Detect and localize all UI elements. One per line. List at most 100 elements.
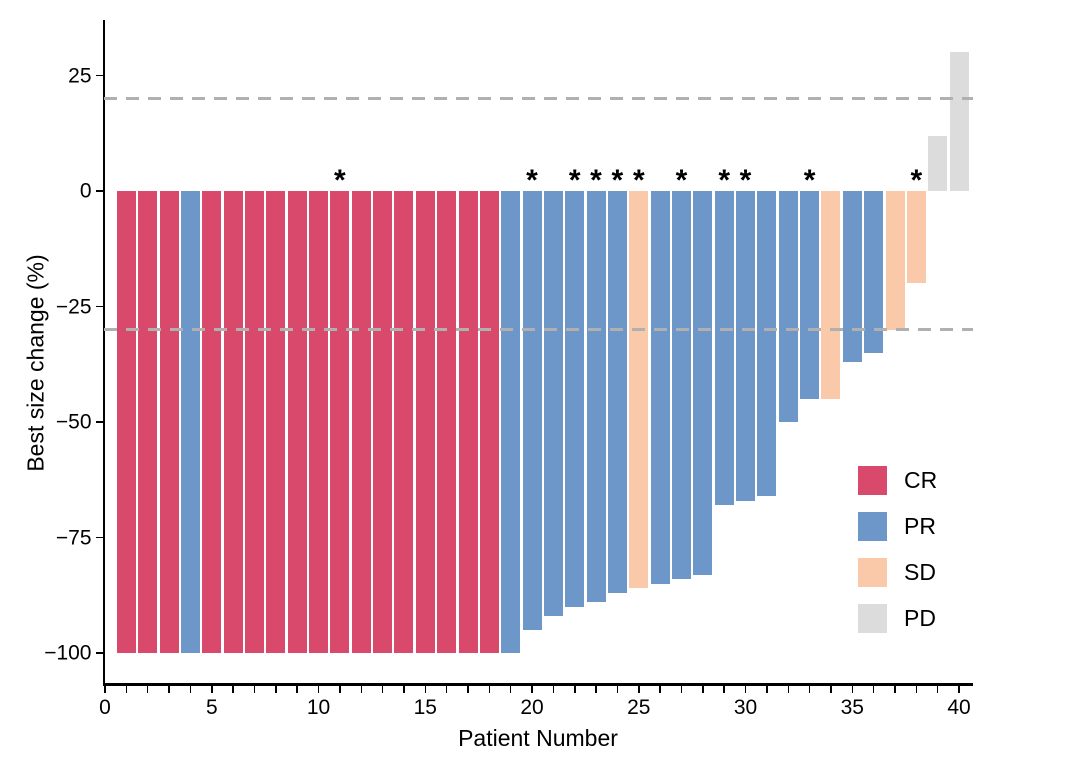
legend-row-sd: SD	[858, 558, 936, 587]
significance-asterisk-patient-38: *	[910, 164, 923, 197]
x-tick-26	[659, 685, 661, 693]
y-tick-label-0: 0	[79, 179, 92, 203]
x-axis-line	[102, 683, 973, 686]
x-tick-27	[680, 685, 683, 693]
bar-patient-21	[543, 191, 563, 616]
x-tick-21	[552, 685, 555, 693]
reference-line-lower-threshold	[104, 328, 973, 332]
x-tick-12	[360, 685, 362, 693]
x-tick-31	[766, 685, 768, 693]
legend-label-sd: SD	[904, 559, 936, 585]
x-tick-20	[531, 685, 533, 693]
y-axis-title: Best size change (%)	[22, 254, 49, 472]
x-tick-label-30: 30	[733, 696, 758, 719]
bar-patient-33	[800, 191, 820, 399]
bar-patient-17	[458, 191, 478, 653]
legend: CR PR SD PD	[858, 466, 1018, 650]
bar-patient-25	[629, 191, 649, 589]
significance-asterisk-patient-29: *	[718, 164, 731, 197]
bar-patient-19	[501, 191, 521, 653]
significance-asterisk-patient-11: *	[334, 164, 346, 197]
x-tick-label-5: 5	[205, 696, 218, 719]
bar-patient-1	[116, 191, 136, 653]
bar-patient-23	[586, 191, 606, 603]
bar-patient-31	[757, 191, 777, 496]
y-tick-0	[95, 190, 103, 192]
bar-patient-40	[949, 52, 969, 191]
x-tick-34	[830, 685, 832, 693]
bar-patient-38	[906, 191, 926, 284]
x-tick-label-25: 25	[627, 696, 651, 719]
legend-swatch-pd	[858, 604, 887, 633]
bar-patient-32	[778, 191, 798, 422]
bar-patient-37	[885, 191, 905, 330]
x-tick-36	[872, 685, 875, 693]
x-tick-6	[232, 685, 234, 693]
legend-swatch-pr	[858, 512, 887, 541]
x-tick-8	[275, 685, 277, 693]
bar-patient-5	[202, 191, 222, 653]
x-tick-28	[702, 685, 704, 693]
bar-patient-22	[565, 191, 585, 607]
bar-patient-13	[373, 191, 393, 653]
bar-patient-18	[479, 191, 499, 653]
significance-asterisk-patient-33: *	[803, 164, 816, 197]
bar-patient-4	[180, 191, 200, 653]
y-tick--50	[95, 421, 103, 423]
bar-patient-3	[159, 191, 179, 653]
bar-patient-6	[223, 191, 243, 653]
x-tick-32	[787, 685, 789, 693]
x-tick-18	[488, 685, 491, 693]
x-tick-33	[808, 685, 811, 693]
x-tick-24	[616, 685, 619, 693]
legend-label-pr: PR	[904, 513, 936, 539]
bar-patient-39	[928, 135, 948, 191]
y-tick--25	[95, 305, 103, 308]
bar-patient-30	[736, 191, 755, 501]
legend-label-pd: PD	[904, 605, 936, 631]
x-tick-29	[723, 685, 725, 693]
bar-patient-8	[266, 191, 286, 653]
legend-swatch-cr	[858, 466, 887, 495]
x-tick-14	[403, 685, 405, 693]
y-tick-label--50: −50	[55, 410, 92, 434]
bar-patient-34	[821, 191, 841, 399]
x-tick-2	[146, 685, 149, 693]
bar-patient-7	[245, 191, 264, 653]
reference-line-upper-threshold	[104, 97, 973, 101]
y-tick-label--100: −100	[44, 641, 92, 665]
x-tick-label-40: 40	[947, 696, 971, 719]
x-axis-title: Patient Number	[458, 725, 618, 751]
bar-patient-9	[287, 191, 307, 653]
bar-patient-14	[394, 191, 414, 653]
x-tick-22	[574, 685, 576, 693]
x-tick-label-0: 0	[99, 696, 111, 719]
x-tick-17	[467, 685, 469, 693]
y-tick-25	[95, 74, 103, 77]
x-tick-10	[317, 685, 320, 693]
x-tick-4	[189, 685, 192, 693]
y-tick-label--75: −75	[55, 526, 92, 549]
significance-asterisk-patient-23: *	[590, 164, 602, 197]
bar-patient-29	[714, 191, 734, 506]
x-tick-11	[339, 685, 341, 693]
x-tick-35	[851, 685, 853, 693]
x-tick-label-35: 35	[840, 696, 864, 719]
x-tick-13	[381, 685, 384, 693]
x-tick-30	[744, 685, 747, 693]
legend-row-pd: PD	[858, 604, 936, 633]
y-tick-label--25: −25	[55, 295, 92, 318]
bar-patient-20	[522, 191, 542, 630]
x-tick-label-10: 10	[306, 696, 331, 719]
bar-patient-16	[437, 191, 457, 653]
bar-patient-11	[330, 191, 350, 653]
y-axis-line	[102, 20, 105, 686]
x-tick-1	[125, 685, 128, 693]
bar-patient-24	[607, 191, 627, 593]
x-tick-39	[936, 685, 939, 693]
x-tick-23	[595, 685, 597, 693]
significance-asterisk-patient-24: *	[611, 164, 624, 197]
significance-asterisk-patient-30: *	[739, 164, 752, 197]
legend-row-pr: PR	[858, 512, 936, 541]
y-tick--100	[95, 652, 103, 654]
